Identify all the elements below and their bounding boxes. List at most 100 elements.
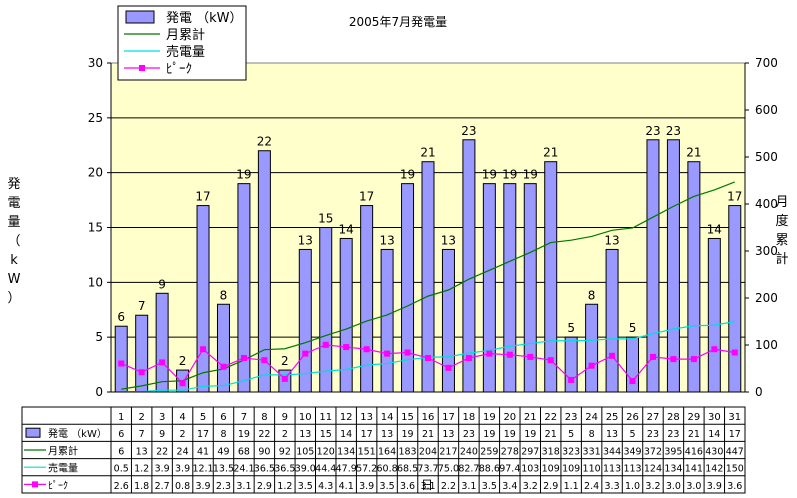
y-axis-label-char: 電 — [7, 196, 20, 211]
table-cell: 164 — [378, 446, 396, 457]
table-cell: 1.1 — [564, 481, 579, 492]
y-axis-label-char: k — [10, 253, 18, 268]
bar-value-label: 19 — [523, 168, 538, 182]
table-cell: 204 — [419, 446, 437, 457]
table-cell: 44.4 — [315, 464, 336, 475]
bar — [707, 237, 721, 393]
table-cell: 39.0 — [295, 464, 316, 475]
series-marker — [568, 376, 575, 383]
table-cell: 13 — [299, 429, 311, 440]
table-cell: 14 — [340, 429, 352, 440]
y-tick-label: 10 — [88, 275, 103, 289]
legend-swatch-bar — [125, 10, 155, 24]
series-marker — [731, 349, 738, 356]
series-marker — [404, 349, 411, 356]
bar — [728, 205, 742, 393]
table-cell: 4.3 — [318, 481, 333, 492]
bar-value-label: 22 — [257, 135, 272, 149]
x-tick-label: 2 — [138, 412, 144, 423]
table-cell: 17 — [197, 429, 209, 440]
x-tick-label: 31 — [728, 412, 741, 423]
table-cell: 15 — [320, 429, 332, 440]
x-tick-label: 18 — [463, 412, 476, 423]
table-cell: 7 — [139, 429, 145, 440]
y-axis-label-char: （ — [7, 234, 20, 249]
x-tick-label: 27 — [647, 412, 660, 423]
y-tick-label: 15 — [88, 221, 103, 235]
bar — [155, 292, 169, 393]
bar-value-label: 8 — [220, 288, 228, 302]
bar — [523, 183, 537, 393]
bar-value-label: 8 — [588, 288, 596, 302]
table-cell: 19 — [524, 429, 536, 440]
series-marker — [465, 355, 472, 362]
table-cell: 150 — [726, 464, 744, 475]
x-axis-label: 日 — [421, 478, 433, 492]
legend-swatch-marker — [32, 481, 38, 488]
bar-value-label: 19 — [482, 168, 497, 182]
series-marker — [261, 357, 268, 364]
x-tick-label: 25 — [606, 412, 619, 423]
y2-tick-label: 300 — [755, 244, 778, 258]
table-cell: 92 — [279, 446, 291, 457]
table-legend-key — [25, 427, 41, 438]
series-marker — [486, 350, 493, 357]
x-tick-label: 29 — [688, 412, 701, 423]
table-cell: 134 — [337, 446, 355, 457]
table-cell: 447 — [726, 446, 744, 457]
table-cell: 97.4 — [499, 464, 520, 475]
bar-value-label: 14 — [707, 222, 722, 236]
table-cell: 75.0 — [438, 464, 459, 475]
table-cell: 6 — [118, 446, 124, 457]
table-cell: 0.8 — [175, 481, 190, 492]
series-marker — [527, 353, 534, 360]
table-cell: 82.7 — [458, 464, 479, 475]
table-cell: 142 — [705, 464, 723, 475]
table-cell: 19 — [238, 429, 250, 440]
x-tick-label: 10 — [299, 412, 312, 423]
series-marker — [690, 356, 697, 363]
table-cell: 318 — [542, 446, 560, 457]
table-cell: 4.1 — [339, 481, 354, 492]
bar — [114, 325, 128, 393]
table-border — [21, 406, 746, 494]
bar-value-label: 21 — [543, 146, 558, 160]
x-tick-label: 28 — [667, 412, 680, 423]
table-cell: 349 — [623, 446, 641, 457]
table-cell: 17 — [361, 429, 373, 440]
table-cell: 3.0 — [686, 481, 701, 492]
series-marker — [384, 350, 391, 357]
table-cell: 3.2 — [645, 481, 660, 492]
table-cell: 6 — [118, 429, 124, 440]
bar-value-label: 13 — [379, 233, 394, 247]
table-cell: 17 — [729, 429, 741, 440]
series-marker — [302, 350, 309, 357]
bar-value-label: 19 — [502, 168, 517, 182]
bar-value-label: 17 — [195, 190, 210, 204]
x-tick-label: 26 — [626, 412, 639, 423]
bar — [298, 248, 312, 393]
bar — [503, 183, 517, 393]
table-cell: 13 — [381, 429, 393, 440]
legend-label: 売電量 — [166, 44, 205, 60]
table-cell: 3.5 — [380, 481, 395, 492]
y2-axis-label-char: 累 — [775, 233, 788, 248]
table-cell: 19 — [402, 429, 414, 440]
table-cell: 36.5 — [274, 464, 295, 475]
bar — [585, 303, 599, 393]
y2-tick-label: 0 — [755, 385, 763, 399]
table-cell: 8 — [589, 429, 595, 440]
bar — [196, 205, 210, 393]
y-axis-label: 発電量 （ kW ） — [7, 177, 20, 306]
table-row-label: 売電量 — [48, 462, 78, 475]
table-cell: 3.9 — [359, 481, 374, 492]
table-cell: 3.5 — [482, 481, 497, 492]
table-cell: 8 — [220, 429, 226, 440]
table-cell: 3.2 — [523, 481, 538, 492]
table-cell: 134 — [664, 464, 682, 475]
table-cell: 5 — [629, 429, 635, 440]
